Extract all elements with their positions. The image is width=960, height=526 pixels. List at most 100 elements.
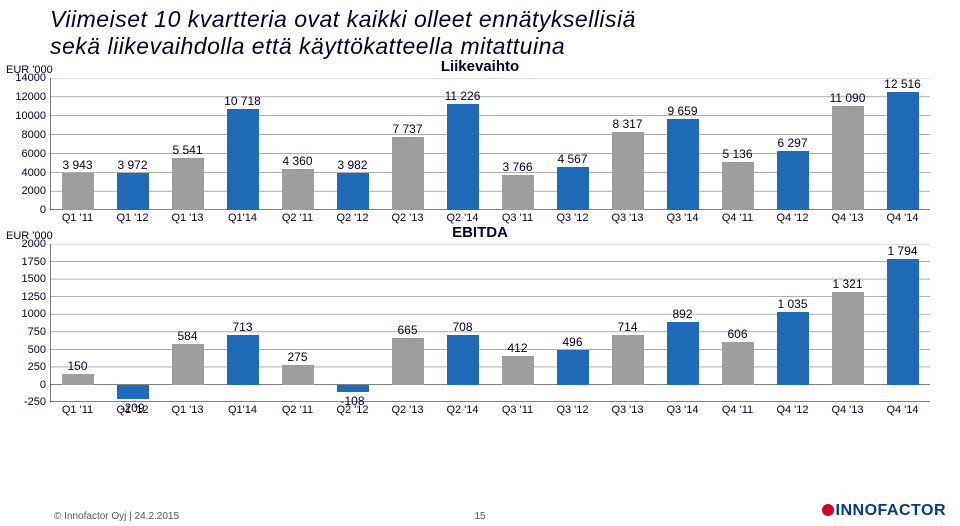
bar-value-label: 8 317 [612, 117, 642, 131]
x-tick-label: Q2 '13 [380, 402, 435, 416]
x-tick-label: Q4 '12 [765, 402, 820, 416]
bar-slot: 3 943 [50, 78, 105, 210]
x-tick-label: Q4 '13 [820, 210, 875, 224]
bar-value-label: 1 321 [832, 277, 862, 291]
bar-slot: 496 [545, 244, 600, 402]
bar [392, 137, 424, 210]
bar-value-label: 3 943 [62, 158, 92, 172]
chart2-plot: -250025050075010001250150017502000 150-2… [50, 244, 930, 402]
x-tick-label: Q3 '11 [490, 210, 545, 224]
x-tick-label: Q3 '13 [600, 402, 655, 416]
bar-slot: 9 659 [655, 78, 710, 210]
bar-value-label: 12 516 [884, 77, 921, 91]
bar-value-label: 5 541 [172, 143, 202, 157]
y-tick-label: 0 [6, 204, 46, 216]
bar-slot: 8 317 [600, 78, 655, 210]
bar [722, 162, 754, 210]
x-tick-label: Q2 '14 [435, 210, 490, 224]
bar [337, 385, 369, 393]
bar-value-label: 5 136 [722, 147, 752, 161]
bar-value-label: 606 [727, 327, 747, 341]
bar-slot: -108 [325, 244, 380, 402]
bar-slot: 1 035 [765, 244, 820, 402]
bar [777, 151, 809, 210]
x-tick-label: Q2 '14 [435, 402, 490, 416]
bar-slot: 5 136 [710, 78, 765, 210]
bar-value-label: 3 982 [337, 158, 367, 172]
y-tick-label: 12000 [6, 91, 46, 103]
bar-slot: 11 226 [435, 78, 490, 210]
chart2-title: EBITDA [0, 224, 960, 241]
x-tick-label: Q3 '13 [600, 210, 655, 224]
bar-slot: 7 737 [380, 78, 435, 210]
bar-value-label: 665 [397, 323, 417, 337]
chart1-x-axis: Q1 '11Q1 '12Q1 '13Q1'14Q2 '11Q2 '12Q2 '1… [50, 210, 930, 224]
bar [282, 365, 314, 384]
bar-slot: 11 090 [820, 78, 875, 210]
bar-value-label: 4 360 [282, 154, 312, 168]
y-tick-label: 1750 [6, 256, 46, 268]
bar-value-label: 7 737 [392, 122, 422, 136]
bar-value-label: 10 718 [224, 94, 261, 108]
x-tick-label: Q2 '11 [270, 402, 325, 416]
chart1-plot: 02000400060008000100001200014000 3 9433 … [50, 78, 930, 210]
y-tick-label: 500 [6, 344, 46, 356]
x-tick-label: Q1 '13 [160, 402, 215, 416]
bar-slot: 3 766 [490, 78, 545, 210]
bar-value-label: 714 [617, 320, 637, 334]
bar-value-label: 11 090 [830, 91, 866, 105]
bar-slot: 714 [600, 244, 655, 402]
bar-value-label: 1 794 [887, 244, 917, 258]
bar [62, 374, 94, 385]
bar [832, 106, 864, 211]
bar [62, 173, 94, 210]
bar-slot: 1 794 [875, 244, 930, 402]
bar-slot: 6 297 [765, 78, 820, 210]
x-tick-label: Q4 '14 [875, 402, 930, 416]
bar [337, 173, 369, 211]
bar [667, 322, 699, 385]
y-tick-label: 1000 [6, 308, 46, 320]
logo-bullet-icon [822, 504, 834, 516]
bar-value-label: 3 766 [502, 160, 532, 174]
ebitda-chart: EUR '000 EBITDA -25002505007501000125015… [0, 230, 960, 416]
x-tick-label: Q1 '11 [50, 402, 105, 416]
bar [172, 158, 204, 210]
bar [612, 132, 644, 210]
bar-slot: 3 972 [105, 78, 160, 210]
x-tick-label: Q3 '11 [490, 402, 545, 416]
bar [227, 335, 259, 385]
slide-title: Viimeiset 10 kvartteria ovat kaikki olle… [0, 0, 960, 62]
x-tick-label: Q4 '14 [875, 210, 930, 224]
bar-value-label: 275 [287, 350, 307, 364]
bar-slot: -209 [105, 244, 160, 402]
x-tick-label: Q4 '12 [765, 210, 820, 224]
y-tick-label: 8000 [6, 129, 46, 141]
bar [887, 259, 919, 385]
bar [392, 338, 424, 385]
y-tick-label: 10000 [6, 110, 46, 122]
chart1-title: Liikevaihto [0, 58, 960, 75]
x-tick-label: Q1 '11 [50, 210, 105, 224]
bar-value-label: 3 972 [117, 158, 147, 172]
y-tick-label: -250 [6, 396, 46, 408]
bar-value-label: 11 226 [445, 89, 481, 103]
bar-slot: 412 [490, 244, 545, 402]
page-number: 15 [0, 511, 960, 522]
bar-slot: 708 [435, 244, 490, 402]
x-tick-label: Q3 '12 [545, 402, 600, 416]
logo: INNOFACTOR [822, 502, 946, 520]
bar [887, 92, 919, 210]
x-tick-label: Q1'14 [215, 402, 270, 416]
logo-text: INNOFACTOR [836, 502, 946, 519]
x-tick-label: Q4 '13 [820, 402, 875, 416]
bar [282, 169, 314, 210]
bar-value-label: 4 567 [557, 152, 587, 166]
bar-slot: 892 [655, 244, 710, 402]
bar [502, 175, 534, 211]
bar-value-label: 9 659 [667, 104, 697, 118]
bar-value-label: 150 [67, 359, 87, 373]
y-tick-label: 1500 [6, 273, 46, 285]
y-tick-label: 2000 [6, 185, 46, 197]
x-tick-label: Q2 '12 [325, 210, 380, 224]
